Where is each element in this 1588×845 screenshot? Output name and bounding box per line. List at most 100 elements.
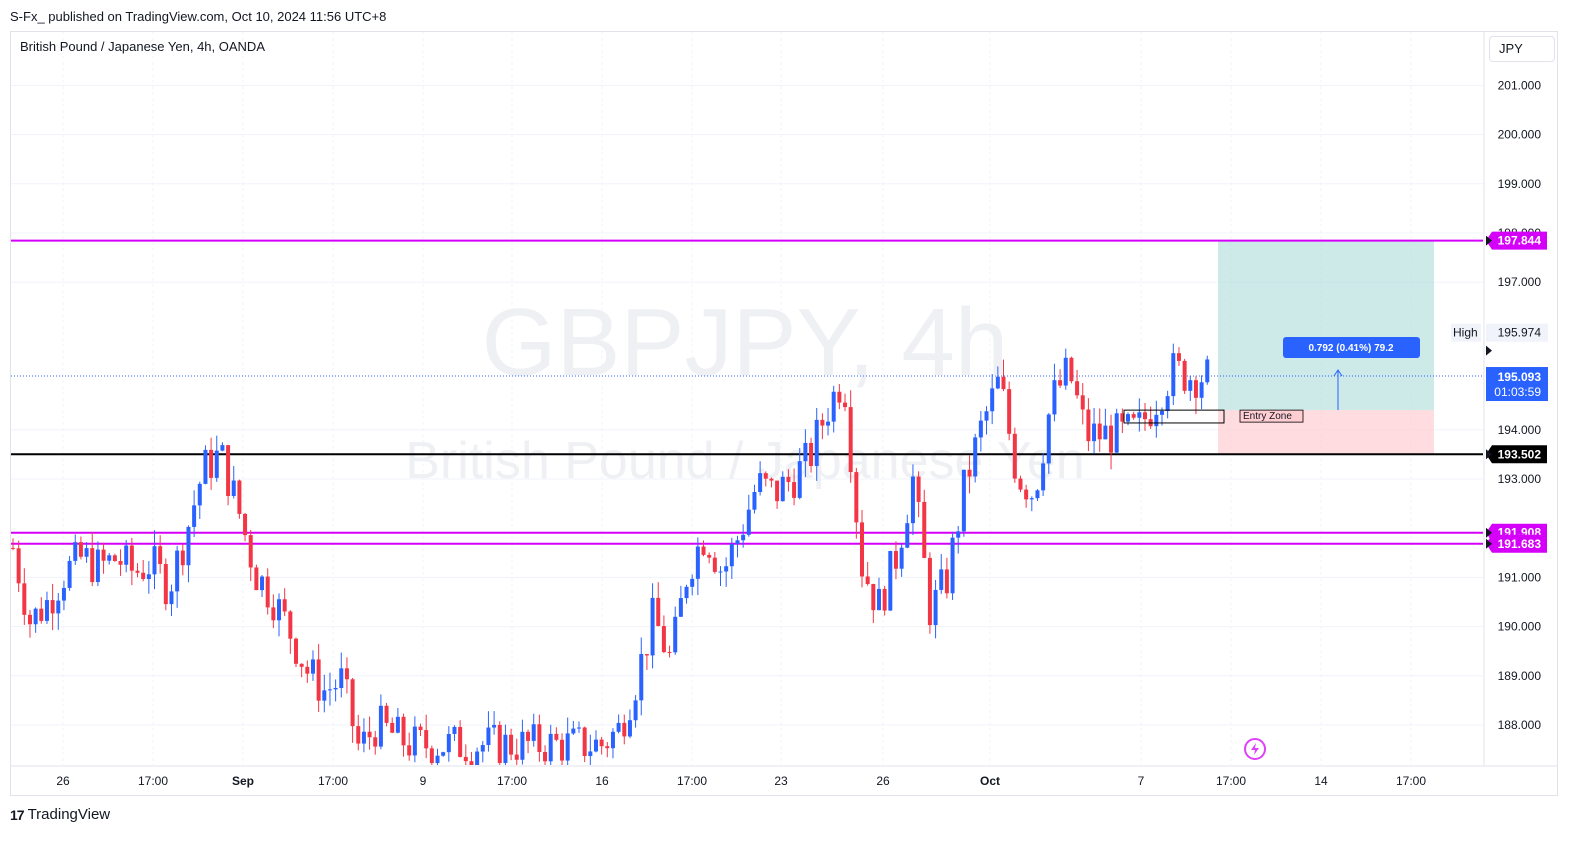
- candle-body: [163, 564, 168, 605]
- candle: [50, 583, 55, 631]
- candle-body: [95, 549, 100, 583]
- candle: [118, 549, 123, 576]
- candle-body: [1114, 413, 1119, 453]
- candle-body: [1199, 382, 1204, 398]
- tradingview-logo[interactable]: 17 TradingView: [10, 806, 110, 823]
- candle: [758, 461, 763, 496]
- candle-body: [712, 557, 717, 572]
- candle-body: [678, 598, 683, 617]
- candle: [378, 694, 383, 750]
- candle: [1035, 489, 1040, 501]
- candle: [627, 709, 632, 739]
- candle-body: [254, 567, 259, 591]
- candle-body: [373, 737, 378, 747]
- measure-label: 0.792 (0.41%) 79.2: [1308, 343, 1393, 354]
- candle-body: [294, 638, 298, 664]
- candle: [899, 543, 904, 577]
- candle-body: [469, 761, 474, 765]
- x-tick-label: 9: [420, 774, 427, 788]
- candle-body: [673, 616, 678, 653]
- candle-body: [407, 745, 412, 756]
- candle-body: [1041, 463, 1046, 491]
- high-label-bg: [1451, 323, 1481, 342]
- candle-body: [316, 659, 321, 701]
- candle: [837, 384, 842, 410]
- candle-body: [339, 668, 344, 688]
- candle-body: [141, 572, 146, 580]
- candle: [435, 748, 440, 765]
- candle: [922, 489, 927, 559]
- candle-body: [356, 726, 361, 744]
- candle: [95, 541, 100, 587]
- candle-body: [571, 728, 576, 734]
- candle-body: [910, 476, 915, 524]
- candle: [350, 677, 355, 743]
- x-tick-label: 17:00: [138, 774, 168, 788]
- candle: [197, 481, 202, 520]
- candle-body: [1075, 381, 1080, 396]
- candle-body: [701, 546, 706, 555]
- candle-body: [56, 600, 61, 614]
- candle: [656, 582, 661, 627]
- price-tag-bg: [1486, 534, 1547, 553]
- candle: [616, 714, 621, 734]
- candle: [826, 407, 831, 436]
- candle: [401, 713, 406, 757]
- candle: [39, 597, 44, 624]
- candle: [571, 720, 576, 735]
- candle-body: [27, 614, 32, 625]
- candle: [486, 711, 491, 752]
- candle-body: [192, 505, 197, 527]
- candle-body: [310, 659, 315, 674]
- candle: [90, 532, 95, 587]
- candle: [786, 469, 791, 492]
- candle-body: [961, 469, 966, 532]
- candle: [814, 407, 819, 481]
- candle: [950, 531, 955, 600]
- candle: [1080, 383, 1085, 425]
- candle: [407, 732, 412, 761]
- price-tag-label: 191.683: [1498, 537, 1542, 551]
- candle: [661, 615, 666, 654]
- candle-body: [129, 545, 134, 571]
- candle: [367, 716, 372, 750]
- candle: [548, 724, 553, 765]
- y-tick-label: 190.000: [1498, 620, 1542, 634]
- candle-body: [1143, 412, 1147, 420]
- measure-arrow-head: [1333, 369, 1343, 377]
- candle: [220, 442, 225, 452]
- x-tick-label: 23: [774, 774, 788, 788]
- candle-body: [899, 547, 904, 569]
- candle: [622, 714, 627, 745]
- candle-body: [780, 476, 785, 502]
- candle: [780, 471, 785, 502]
- candle-body: [661, 626, 666, 653]
- candle-body: [1007, 389, 1012, 434]
- candle-body: [650, 597, 655, 656]
- candle: [16, 540, 21, 593]
- y-tick-label: 193.000: [1498, 472, 1542, 486]
- currency-button[interactable]: JPY: [1489, 36, 1555, 62]
- candle: [373, 730, 378, 755]
- candle-body: [610, 731, 615, 749]
- candle: [520, 719, 525, 765]
- candle-body: [288, 611, 293, 639]
- candle-body: [424, 730, 429, 749]
- candle-body: [537, 724, 542, 752]
- candle-body: [480, 745, 485, 752]
- candle-body: [248, 535, 253, 568]
- tradingview-logo-icon: 17: [10, 806, 25, 823]
- candle-body: [412, 726, 417, 756]
- candle-body: [1035, 490, 1040, 499]
- candle: [1109, 414, 1114, 470]
- candle: [1012, 427, 1017, 483]
- candle: [418, 723, 423, 736]
- candle-body: [933, 589, 938, 626]
- candle-body: [492, 724, 497, 728]
- candle-body: [605, 746, 610, 749]
- price-tags: 197.844193.502191.908191.683195.09301:03…: [1451, 231, 1548, 553]
- candle: [1193, 376, 1198, 415]
- candle: [610, 728, 615, 759]
- candle-body: [486, 727, 491, 746]
